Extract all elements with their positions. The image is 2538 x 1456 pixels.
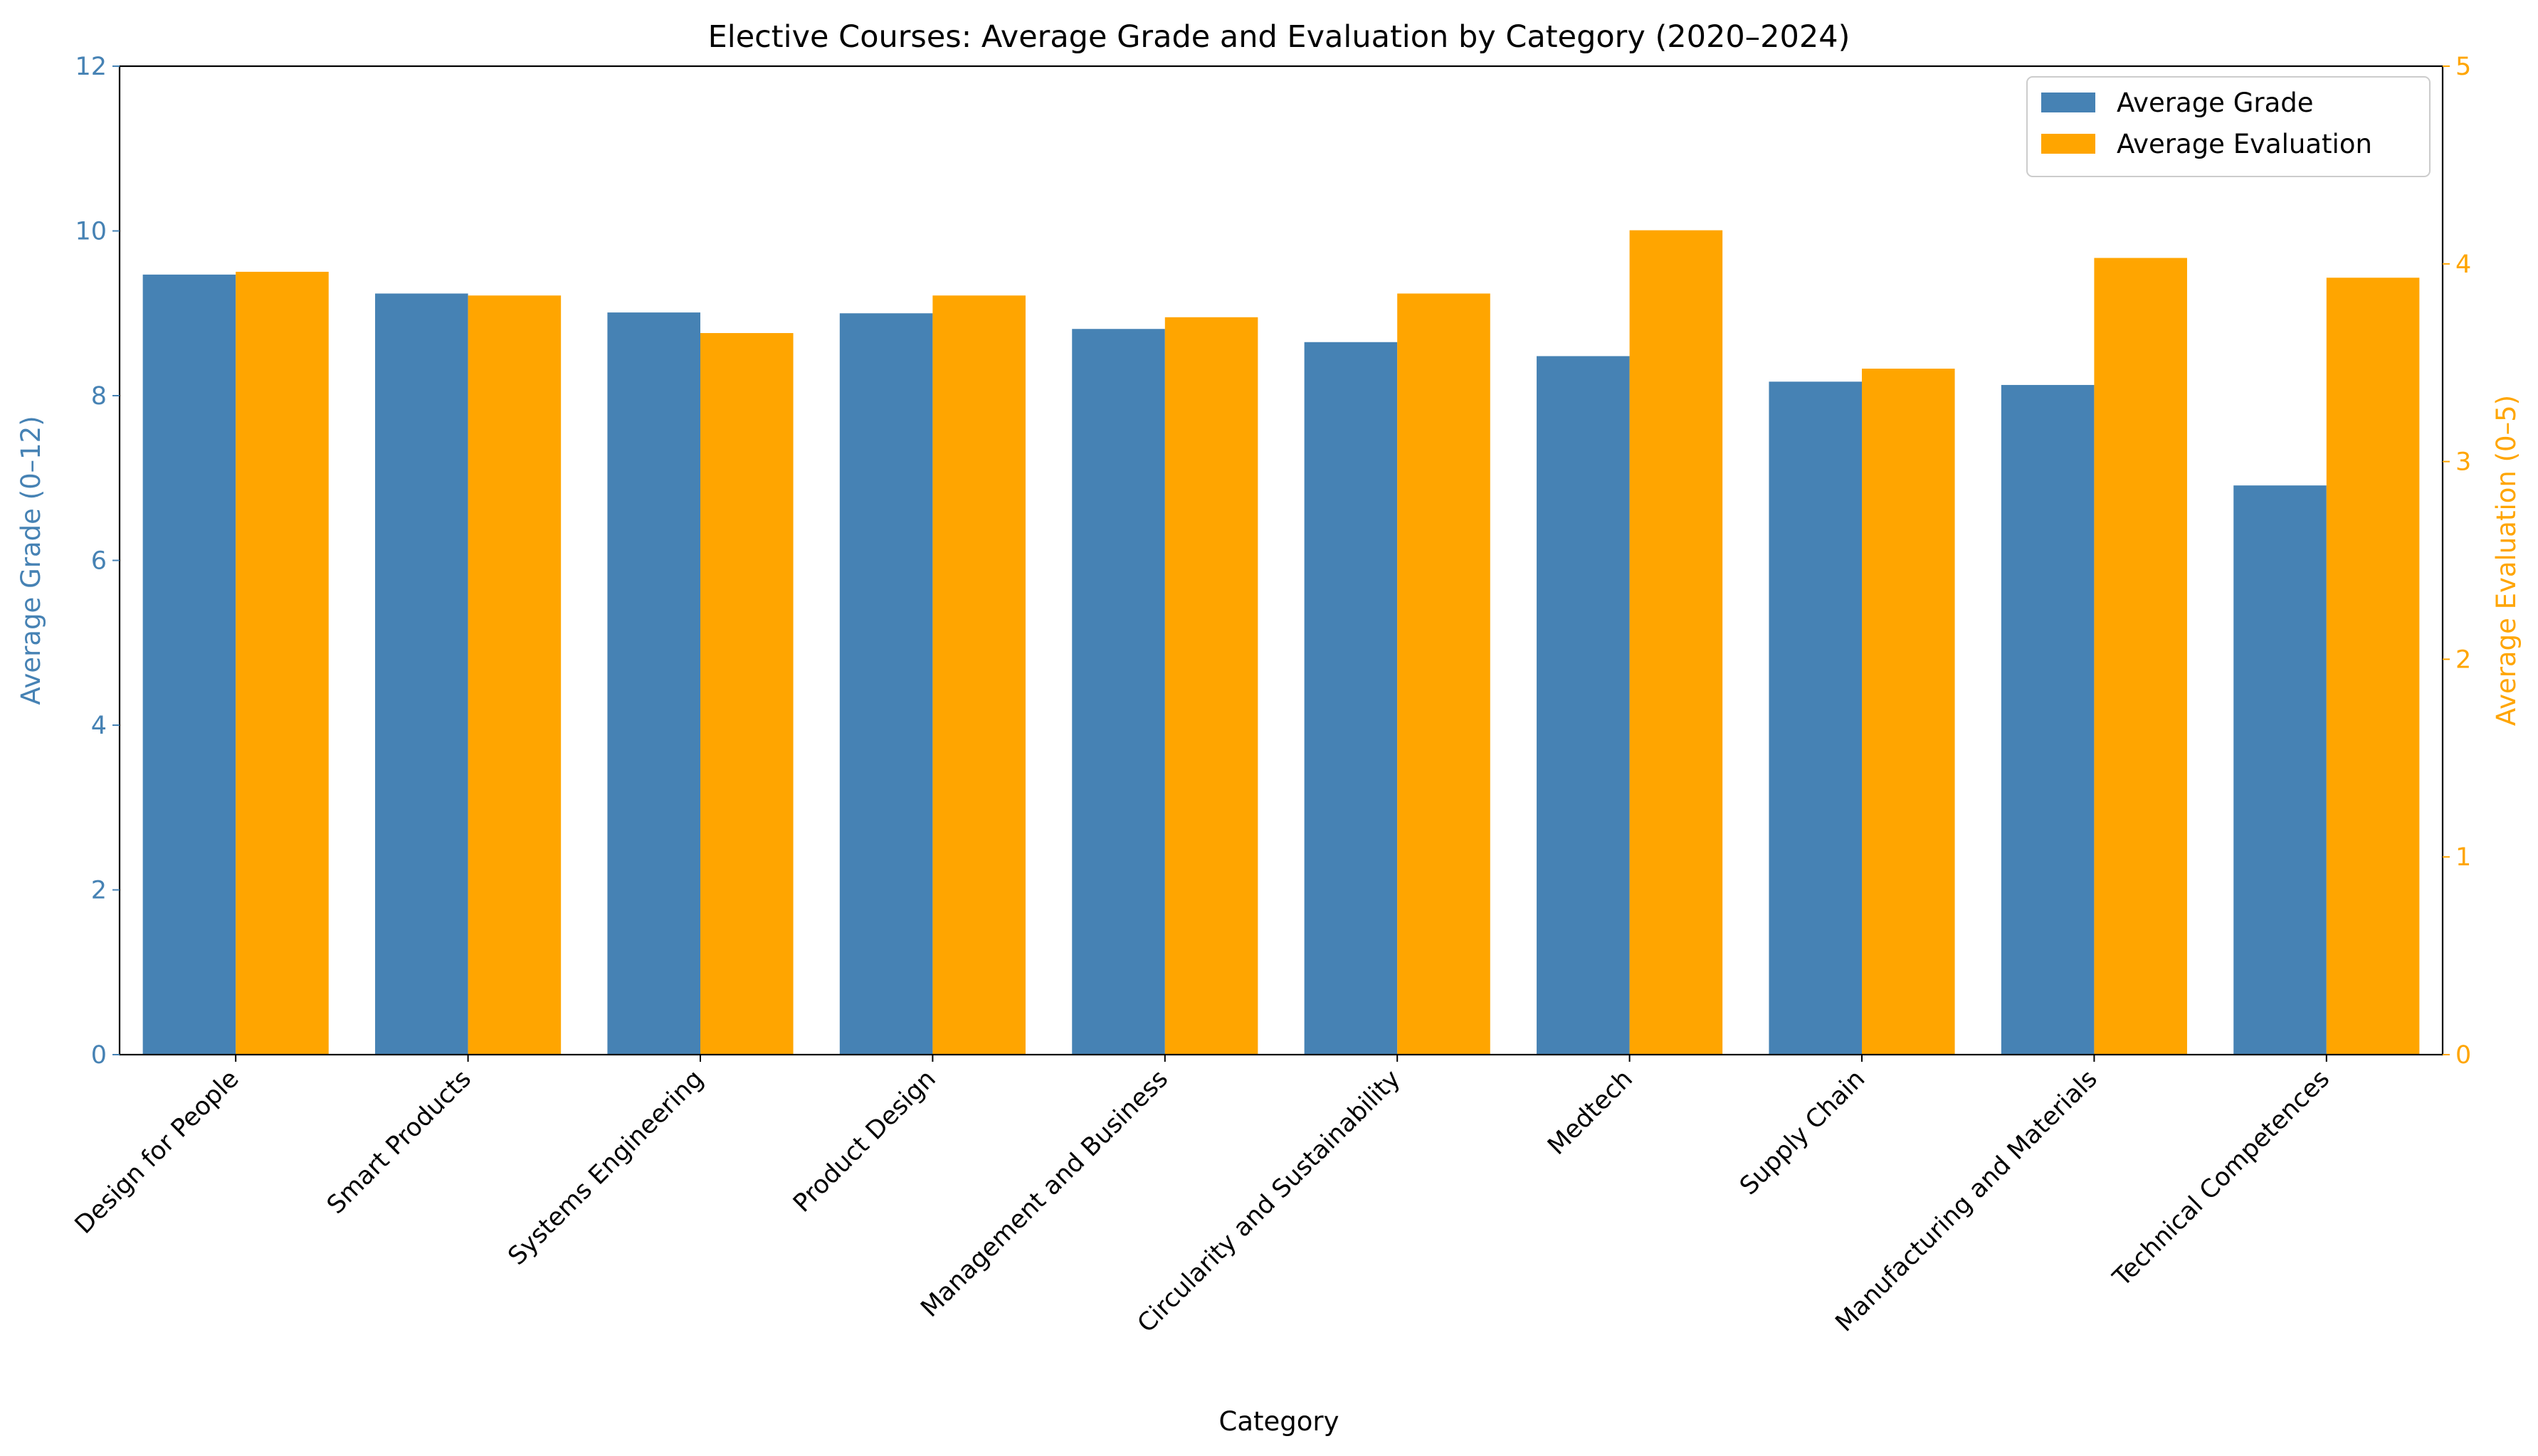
- evaluation-bar-3: [932, 295, 1026, 1055]
- evaluation-bar-9: [2326, 278, 2420, 1055]
- y-left-tick-label-6: 12: [75, 53, 107, 81]
- grade-bar-1: [375, 293, 468, 1055]
- x-axis-label: Category: [1218, 1406, 1339, 1437]
- chart-title: Elective Courses: Average Grade and Eval…: [708, 19, 1850, 55]
- legend-swatch-0: [2041, 93, 2095, 112]
- y-left-tick-label-1: 2: [91, 877, 107, 905]
- legend: Average Grade Average Evaluation: [2026, 76, 2431, 177]
- grade-bar-6: [1537, 356, 1630, 1055]
- grade-bar-2: [607, 312, 700, 1055]
- legend-label-0: Average Grade: [2117, 88, 2314, 118]
- y-right-tick-label-4: 4: [2455, 250, 2471, 279]
- y-left-tick-label-4: 8: [91, 382, 107, 411]
- evaluation-bar-6: [1629, 230, 1723, 1055]
- evaluation-bar-4: [1164, 317, 1258, 1055]
- grade-bar-9: [2233, 485, 2327, 1055]
- grade-bar-4: [1072, 329, 1165, 1055]
- legend-label-1: Average Evaluation: [2117, 129, 2372, 159]
- evaluation-bar-2: [700, 333, 794, 1055]
- evaluation-bar-5: [1397, 293, 1490, 1055]
- grade-bar-8: [2001, 384, 2095, 1055]
- grade-bar-3: [839, 313, 933, 1055]
- bars-group: [142, 230, 2420, 1055]
- y-right-tick-label-3: 3: [2455, 448, 2471, 477]
- y-right-tick-label-1: 1: [2455, 843, 2471, 872]
- legend-frame: [2026, 76, 2431, 177]
- grade-bar-7: [1769, 381, 1862, 1055]
- y-right-tick-label-2: 2: [2455, 645, 2471, 674]
- y-left-tick-label-2: 4: [91, 712, 107, 740]
- y-right-tick-label-0: 0: [2455, 1041, 2471, 1070]
- evaluation-bar-0: [236, 271, 329, 1055]
- evaluation-bar-8: [2094, 258, 2187, 1055]
- y-axis-label-left: Average Grade (0–12): [16, 416, 46, 705]
- y-left-tick-label-3: 6: [91, 547, 107, 576]
- evaluation-bar-7: [1862, 369, 1955, 1055]
- legend-swatch-1: [2041, 134, 2095, 154]
- y-axis-label-right: Average Evaluation (0–5): [2491, 395, 2522, 726]
- y-left-tick-label-5: 10: [75, 218, 107, 246]
- y-right-tick-label-5: 5: [2455, 53, 2471, 81]
- y-left-tick-label-0: 0: [91, 1041, 107, 1070]
- evaluation-bar-1: [468, 295, 562, 1055]
- grade-bar-0: [142, 274, 236, 1055]
- grade-bar-5: [1304, 342, 1398, 1055]
